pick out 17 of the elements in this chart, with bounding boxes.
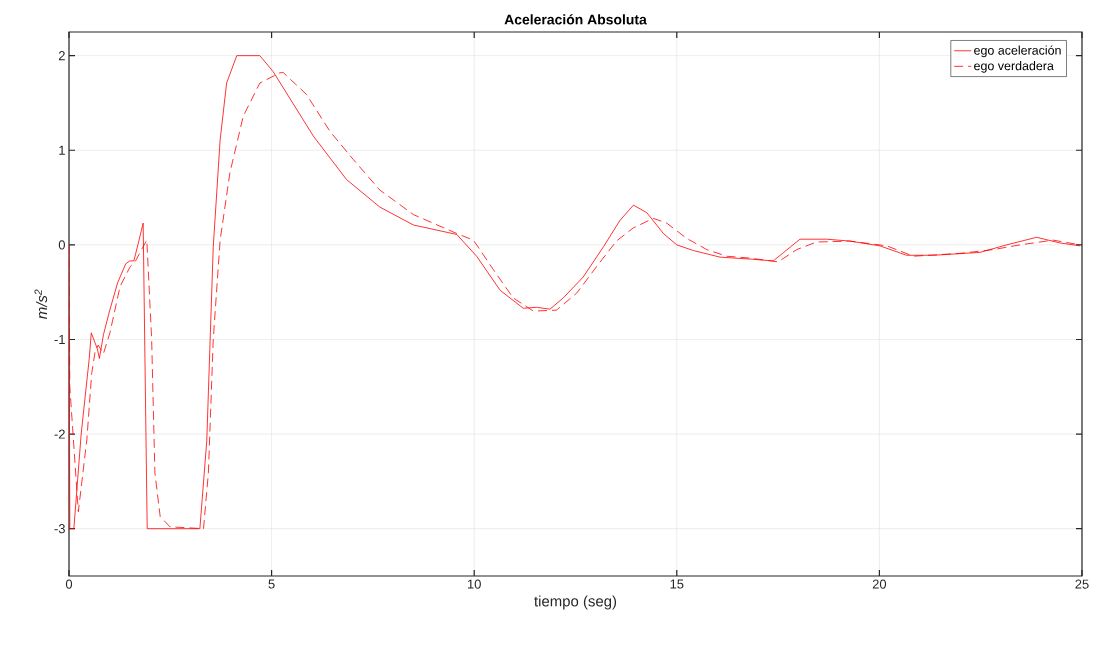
y-tick-label: 1 <box>59 145 65 155</box>
x-tick-label: 20 <box>872 579 887 589</box>
y-tick-label: -1 <box>54 335 65 344</box>
legend-label: ego aceleración <box>974 45 1061 58</box>
x-tick-label: 15 <box>670 579 684 589</box>
y-tick-label: -2 <box>54 429 65 439</box>
x-axis-title: tiempo (seg) <box>534 595 617 610</box>
y-tick-label: 2 <box>58 51 65 61</box>
legend-label: ego verdadera <box>974 61 1054 73</box>
y-axis-title: m/s$^{2}$ <box>34 289 48 319</box>
chart-title: Aceleración Absoluta <box>504 14 647 25</box>
x-tick-label: 10 <box>467 579 481 589</box>
x-tick-label: 0 <box>65 579 73 589</box>
x-tick-label: 25 <box>1075 579 1089 589</box>
y-tick-label: 0 <box>58 240 65 250</box>
y-tick-label: -3 <box>54 524 65 534</box>
x-tick-label: 5 <box>268 579 275 589</box>
